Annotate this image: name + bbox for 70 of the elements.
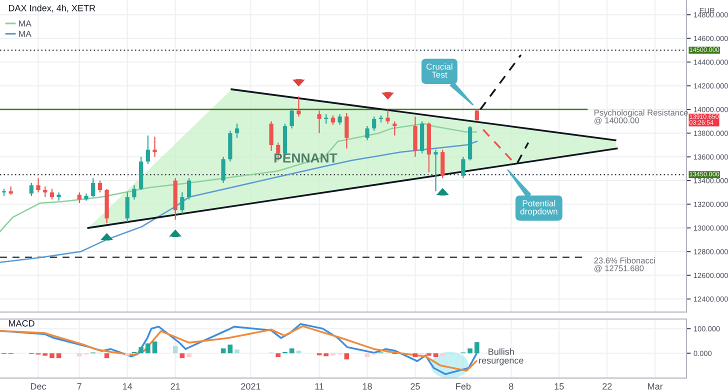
bar	[186, 353, 192, 357]
legend-label: MA	[19, 30, 32, 37]
x-tick-label: 21	[170, 383, 180, 390]
bar	[228, 344, 233, 354]
bar	[296, 350, 302, 354]
bar	[146, 343, 150, 354]
candlestick	[132, 184, 136, 200]
bar	[474, 342, 480, 354]
candlestick	[296, 96, 301, 118]
bar	[220, 348, 226, 354]
x-tick-label: Feb	[456, 382, 471, 390]
candlestick	[29, 182, 34, 196]
candlestick	[317, 110, 322, 134]
candlestick	[77, 192, 82, 204]
candlestick	[98, 180, 102, 193]
bar	[276, 353, 281, 357]
candlestick	[461, 156, 466, 179]
candlestick	[146, 134, 150, 164]
candlestick	[344, 112, 349, 150]
annotation: Potential dropdown	[520, 200, 558, 216]
candlestick	[474, 108, 479, 122]
x-tick-label: 11	[315, 383, 324, 390]
candlestick	[269, 120, 274, 152]
candlestick	[91, 178, 96, 198]
candlestick	[221, 156, 226, 184]
candlestick	[50, 188, 54, 200]
x-tick-label: 8	[509, 383, 514, 390]
candlestick	[36, 178, 40, 193]
x-tick-label: 7	[77, 383, 82, 390]
candlestick	[125, 192, 130, 223]
annotation: Crucial Test	[426, 63, 452, 78]
chart-title: DAX Index, 4h, XETR	[8, 4, 96, 12]
candlestick	[365, 125, 370, 141]
bar	[234, 350, 240, 354]
x-tick-label: 15	[554, 383, 564, 390]
candlestick	[234, 123, 240, 138]
candlestick	[152, 136, 157, 158]
bar	[172, 346, 178, 354]
candlestick	[43, 186, 48, 198]
x-tick-label: 25	[410, 383, 420, 390]
bar	[138, 347, 144, 354]
bar	[152, 341, 158, 354]
candlestick	[386, 108, 390, 124]
candlestick	[338, 114, 342, 126]
legend-label: MA	[19, 20, 32, 27]
chart-title: MACD	[8, 320, 34, 327]
x-tick-label: 18	[362, 383, 372, 390]
ref-line-label: 23.6% Fibonacci @ 12751.680	[594, 257, 655, 272]
candlestick	[372, 116, 376, 132]
candlestick	[186, 178, 192, 200]
bar	[344, 353, 350, 360]
annotation: Bullish resurgence	[479, 348, 524, 366]
x-tick-label: Dec	[30, 383, 46, 390]
candlestick	[180, 192, 184, 214]
candlestick	[324, 114, 328, 124]
x-tick-label: 2021	[241, 383, 260, 390]
ref-line-label: Psychological Resistance @ 14000.00	[594, 109, 688, 124]
candlestick	[434, 149, 438, 192]
candlestick	[440, 149, 445, 179]
bar	[50, 353, 54, 358]
candlestick	[290, 108, 294, 129]
line-series	[0, 122, 478, 232]
bar	[468, 348, 472, 354]
x-tick-label: 22	[602, 383, 612, 390]
candlestick	[330, 114, 336, 126]
x-tick-label: 14	[123, 383, 132, 390]
line-series	[0, 140, 478, 263]
bar	[289, 348, 294, 354]
x-tick-label: Mar	[648, 383, 663, 390]
candlestick	[392, 120, 397, 136]
